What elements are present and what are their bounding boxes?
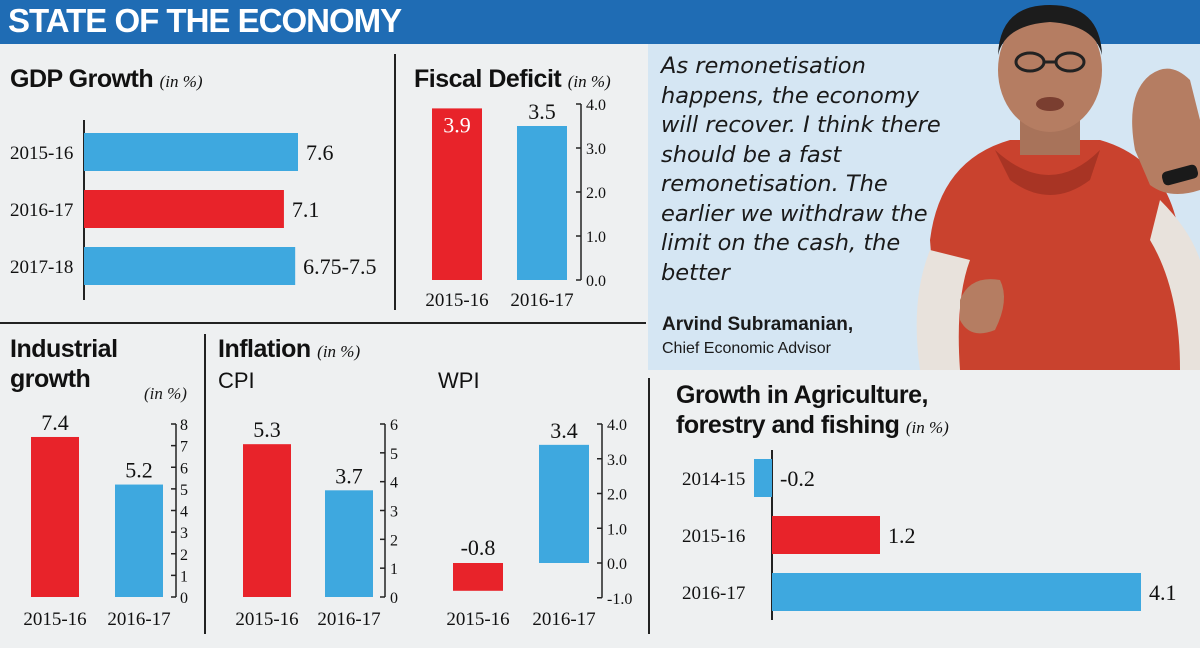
cpi-bar-2016-17: [325, 490, 373, 597]
gdp-value-label: 7.1: [292, 197, 320, 222]
industrial-tick-label: 4: [180, 504, 188, 521]
gdp-value-label: 6.75-7.5: [303, 254, 376, 279]
fiscal-value-label: 3.9: [443, 112, 471, 137]
industrial-tick-label: 6: [180, 460, 188, 477]
cpi-tick-label: 3: [390, 504, 398, 521]
wpi-tick-label: 3.0: [607, 452, 627, 469]
industrial-value-label: 7.4: [41, 410, 69, 435]
cpi-bar-2015-16: [243, 444, 291, 597]
industrial-value-label: 5.2: [125, 458, 153, 483]
cpi-category-label: 2016-17: [317, 609, 380, 630]
gdp-title: GDP Growth (in %): [10, 65, 203, 93]
cpi-tick-label: 6: [390, 417, 398, 434]
agri-category-label: 2014-15: [682, 469, 745, 490]
cpi-tick-label: 0: [390, 590, 398, 607]
gdp-value-label: 7.6: [306, 140, 334, 165]
fiscal-tick-label: 0.0: [586, 273, 606, 290]
industrial-bar-2016-17: [115, 484, 163, 597]
industrial-tick-label: 0: [180, 590, 188, 607]
gdp-category-label: 2017-18: [10, 257, 73, 278]
cpi-category-label: 2015-16: [235, 609, 298, 630]
industrial-tick-label: 3: [180, 525, 188, 542]
wpi-bar-2016-17: [539, 444, 589, 563]
agri-title-line1: Growth in Agriculture,: [676, 381, 928, 409]
quote-role: Chief Economic Advisor: [662, 340, 831, 357]
advisor-photo: [916, 5, 1200, 370]
gdp-category-label: 2015-16: [10, 143, 73, 164]
industrial-bar-2015-16: [31, 436, 79, 597]
cpi-tick-label: 2: [390, 532, 398, 549]
divider-vertical-3: [648, 378, 650, 634]
inflation-title: Inflation (in %): [218, 335, 361, 363]
fiscal-tick-label: 4.0: [586, 97, 606, 114]
industrial-title-line2: growth: [10, 365, 91, 393]
agri-bar-2016-17: [772, 573, 1141, 611]
fiscal-bar-2015-16: [432, 108, 482, 281]
industrial-category-label: 2016-17: [107, 609, 170, 630]
fiscal-tick-label: 3.0: [586, 141, 606, 158]
banner: STATE OF THE ECONOMY: [0, 0, 1200, 44]
cpi-tick-label: 1: [390, 561, 398, 578]
industrial-tick-label: 5: [180, 482, 188, 499]
fiscal-category-label: 2015-16: [425, 290, 488, 311]
agri-value-label: 4.1: [1149, 580, 1177, 605]
fiscal-category-label: 2016-17: [510, 290, 573, 311]
cpi-value-label: 3.7: [335, 463, 363, 488]
banner-title: STATE OF THE ECONOMY: [8, 2, 402, 39]
wpi-bar-2015-16: [453, 563, 503, 591]
industrial-unit: (in %): [144, 384, 187, 403]
wpi-tick-label: 4.0: [607, 417, 627, 434]
wpi-value-label: 3.4: [550, 418, 578, 443]
quote-text: As remonetisation happens, the economy w…: [661, 53, 941, 286]
fiscal-value-label: 3.5: [528, 99, 556, 124]
agri-category-label: 2016-17: [682, 583, 745, 604]
agri-title-line2: forestry and fishing (in %): [676, 411, 949, 439]
wpi-tick-label: -1.0: [607, 591, 632, 608]
agri-bar-2014-15: [754, 459, 772, 497]
fiscal-tick-label: 1.0: [586, 229, 606, 246]
fiscal-title: Fiscal Deficit (in %): [414, 65, 611, 93]
wpi-tick-label: 2.0: [607, 487, 627, 504]
cpi-tick-label: 5: [390, 446, 398, 463]
divider-vertical-1: [394, 54, 396, 310]
wpi-category-label: 2015-16: [446, 609, 509, 630]
cpi-subtitle: CPI: [218, 368, 255, 393]
gdp-bar-2017-18: [84, 247, 296, 285]
quote-author: Arvind Subramanian,: [662, 314, 854, 335]
industrial-tick-label: 7: [180, 439, 188, 456]
wpi-category-label: 2016-17: [532, 609, 595, 630]
industrial-tick-label: 1: [180, 568, 188, 585]
gdp-bar-2016-17: [84, 190, 284, 228]
cpi-value-label: 5.3: [253, 417, 281, 442]
wpi-tick-label: 1.0: [607, 521, 627, 538]
industrial-category-label: 2015-16: [23, 609, 86, 630]
industrial-tick-label: 2: [180, 547, 188, 564]
agri-value-label: -0.2: [780, 466, 815, 491]
gdp-category-label: 2016-17: [10, 200, 73, 221]
divider-horizontal: [0, 322, 646, 324]
wpi-tick-label: 0.0: [607, 556, 627, 573]
wpi-value-label: -0.8: [461, 535, 496, 560]
fiscal-tick-label: 2.0: [586, 185, 606, 202]
industrial-tick-label: 8: [180, 417, 188, 434]
agri-bar-2015-16: [772, 516, 880, 554]
agri-category-label: 2015-16: [682, 526, 745, 547]
divider-vertical-2: [204, 334, 206, 634]
industrial-title-line1: Industrial: [10, 335, 118, 363]
gdp-bar-2015-16: [84, 133, 298, 171]
wpi-subtitle: WPI: [438, 368, 480, 393]
cpi-tick-label: 4: [390, 475, 398, 492]
fiscal-bar-2016-17: [517, 126, 567, 280]
agri-value-label: 1.2: [888, 523, 916, 548]
